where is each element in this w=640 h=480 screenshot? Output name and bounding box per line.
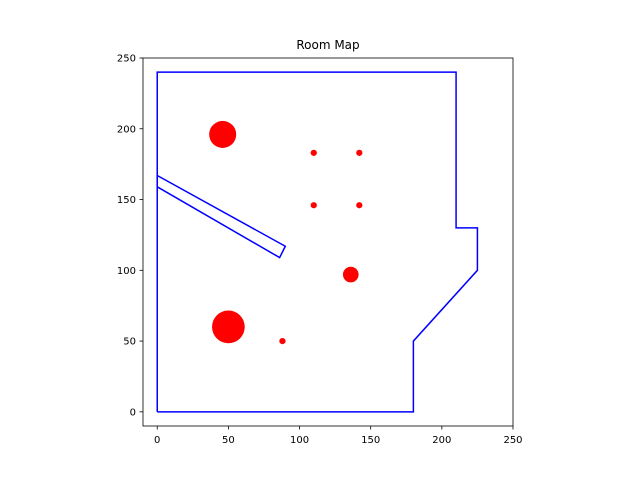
map-point-marker <box>356 149 363 156</box>
map-point-marker <box>356 202 363 209</box>
plot-content <box>156 71 479 413</box>
map-point-marker <box>209 120 237 148</box>
map-point-marker <box>310 202 317 209</box>
x-tick-label: 250 <box>503 435 522 446</box>
chart-title: Room Map <box>296 38 359 52</box>
room-wall-outline <box>156 71 479 413</box>
plot-area <box>156 71 479 413</box>
map-point-marker <box>212 310 245 344</box>
x-tick-label: 150 <box>361 435 380 446</box>
axes-frame <box>142 57 514 427</box>
x-tick-label: 200 <box>432 435 451 446</box>
x-tick-label: 0 <box>154 435 160 446</box>
map-point-marker <box>279 337 286 345</box>
y-tick-label: 200 <box>117 124 136 135</box>
y-tick-label: 100 <box>117 266 136 277</box>
y-tick-label: 250 <box>117 54 136 65</box>
y-tick-label: 50 <box>123 337 136 348</box>
x-tick-label: 50 <box>222 435 235 446</box>
room-obstacle-outline <box>156 174 287 259</box>
y-tick-label: 150 <box>117 195 136 206</box>
y-tick-label: 0 <box>130 407 136 418</box>
axes: 0 50 100 150 200 250 0 50 100 150 200 250 <box>117 54 523 447</box>
map-point-marker <box>342 266 359 283</box>
x-tick-label: 100 <box>290 435 309 446</box>
map-point-marker <box>310 149 317 156</box>
